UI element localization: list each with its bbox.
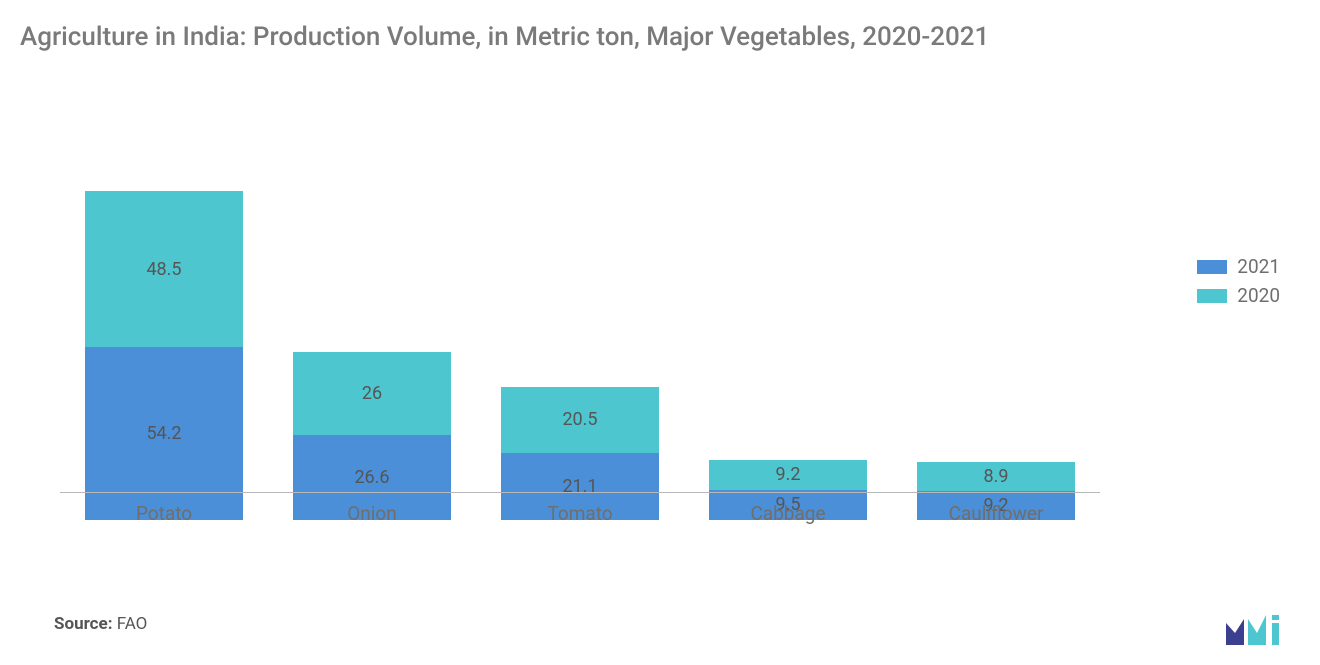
bar-segment-2020: 26	[293, 352, 451, 435]
value-label: 48.5	[146, 259, 181, 280]
category-label: Potato	[60, 502, 268, 525]
category-label: Cauliflower	[892, 502, 1100, 525]
legend-label: 2020	[1237, 284, 1280, 307]
bar-segment-2020: 8.9	[917, 462, 1075, 491]
bar-group-potato: 48.5 54.2	[60, 140, 268, 520]
bar-group-cabbage: 9.2 9.5	[684, 140, 892, 520]
stacked-bar: 26 26.6	[293, 352, 451, 520]
bar-group-cauliflower: 8.9 9.2	[892, 140, 1100, 520]
legend-item-2021: 2021	[1197, 255, 1280, 278]
legend-label: 2021	[1237, 255, 1280, 278]
category-label: Tomato	[476, 502, 684, 525]
value-label: 9.2	[776, 464, 801, 485]
bar-segment-2020: 9.2	[709, 460, 867, 489]
source-value: FAO	[117, 614, 148, 634]
category-label: Onion	[268, 502, 476, 525]
bar-segment-2021: 54.2	[85, 347, 243, 520]
category-label: Cabbage	[684, 502, 892, 525]
bar-group-onion: 26 26.6	[268, 140, 476, 520]
chart-plot-area: 48.5 54.2 26 26.6 20.5 21.1 9.2 9.5 8.9 …	[60, 140, 1100, 520]
bar-segment-2020: 48.5	[85, 191, 243, 346]
chart-legend: 2021 2020	[1197, 255, 1280, 313]
value-label: 54.2	[146, 423, 181, 444]
chart-title: Agriculture in India: Production Volume,…	[20, 22, 989, 52]
legend-swatch	[1197, 260, 1227, 274]
source-citation: Source: FAO	[54, 614, 147, 634]
value-label: 8.9	[984, 466, 1009, 487]
stacked-bar: 20.5 21.1	[501, 387, 659, 520]
source-label: Source:	[54, 614, 112, 634]
value-label: 21.1	[562, 476, 597, 497]
x-axis-line	[60, 492, 1100, 493]
value-label: 20.5	[562, 409, 597, 430]
stacked-bar: 48.5 54.2	[85, 191, 243, 520]
legend-swatch	[1197, 289, 1227, 303]
bar-segment-2020: 20.5	[501, 387, 659, 453]
legend-item-2020: 2020	[1197, 284, 1280, 307]
value-label: 26	[362, 383, 382, 404]
mi-logo-icon	[1226, 615, 1280, 645]
value-label: 26.6	[354, 467, 389, 488]
bar-group-tomato: 20.5 21.1	[476, 140, 684, 520]
